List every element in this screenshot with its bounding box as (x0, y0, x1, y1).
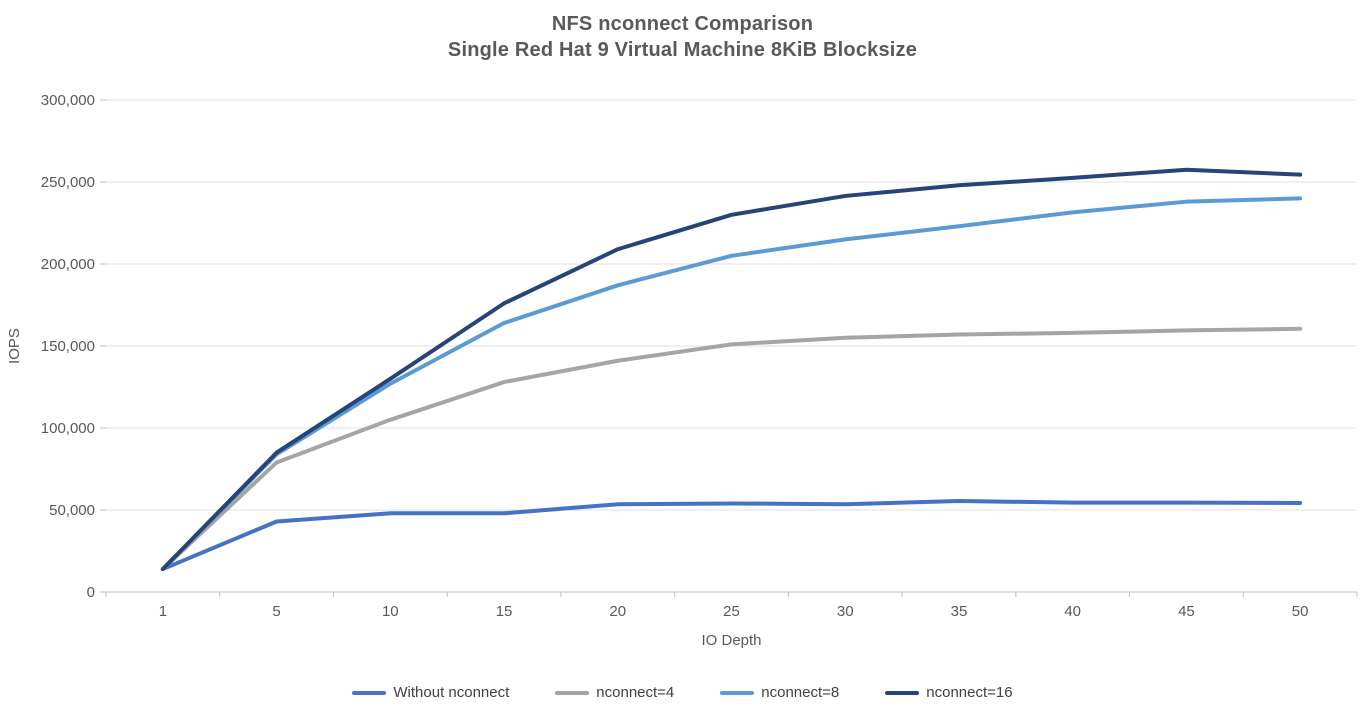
legend-line-swatch (720, 690, 755, 695)
y-axis-tick-label: 50,000 (49, 502, 95, 519)
legend-item-nconnect-4: nconnect=4 (555, 684, 674, 701)
x-axis-tick-label: 10 (382, 603, 399, 620)
x-axis-title: IO Depth (701, 632, 761, 649)
y-axis-tick-label: 200,000 (41, 256, 95, 273)
chart-title: NFS nconnect Comparison Single Red Hat 9… (0, 11, 1365, 63)
x-axis-tick-label: 15 (496, 603, 513, 620)
chart-legend: Without nconnect nconnect=4 nconnect=8 ncon… (0, 684, 1365, 701)
series-line-without-nconnect (160, 498, 1303, 572)
legend-item-nconnect-16: nconnect=16 (885, 684, 1013, 701)
legend-label: nconnect=4 (596, 684, 675, 701)
chart-title-line2: Single Red Hat 9 Virtual Machine 8KiB Bl… (447, 39, 918, 61)
legend-item-nconnect-8: nconnect=8 (720, 684, 839, 701)
y-axis-tick-label: 0 (87, 584, 95, 601)
y-axis-tick-label: 250,000 (41, 174, 95, 191)
legend-item-without-nconnect: Without nconnect (352, 684, 509, 701)
y-axis-tick-label: 100,000 (41, 420, 95, 437)
legend-label: nconnect=16 (926, 684, 1013, 701)
legend-line-swatch (885, 690, 920, 695)
y-axis-tick-label: 150,000 (41, 338, 95, 355)
x-axis-tick-label: 50 (1292, 603, 1309, 620)
x-axis-tick-label: 5 (272, 603, 280, 620)
x-axis-tick-label: 35 (951, 603, 968, 620)
x-axis-tick-label: 20 (609, 603, 626, 620)
legend-label: nconnect=8 (761, 684, 840, 701)
chart-title-line1: NFS nconnect Comparison (551, 13, 814, 35)
x-axis-tick-label: 25 (723, 603, 740, 620)
x-axis-tick-label: 40 (1064, 603, 1081, 620)
x-axis-tick-label: 45 (1178, 603, 1195, 620)
legend-line-swatch (555, 690, 590, 695)
y-axis-tick-label: 300,000 (41, 92, 95, 109)
y-axis-title: IOPS (6, 328, 23, 364)
legend-label: Without nconnect (393, 684, 510, 701)
x-axis-tick-label: 1 (159, 603, 167, 620)
x-axis-tick-label: 30 (837, 603, 854, 620)
series-line-nconnect-8 (160, 196, 1303, 572)
series-line-nconnect-4 (160, 326, 1303, 572)
legend-line-swatch (352, 690, 387, 695)
plot-area: 0 50,000 100,000 150,000 200,000 250,000 300,0… (6, 92, 1358, 649)
series-line-nconnect-16 (160, 167, 1303, 572)
